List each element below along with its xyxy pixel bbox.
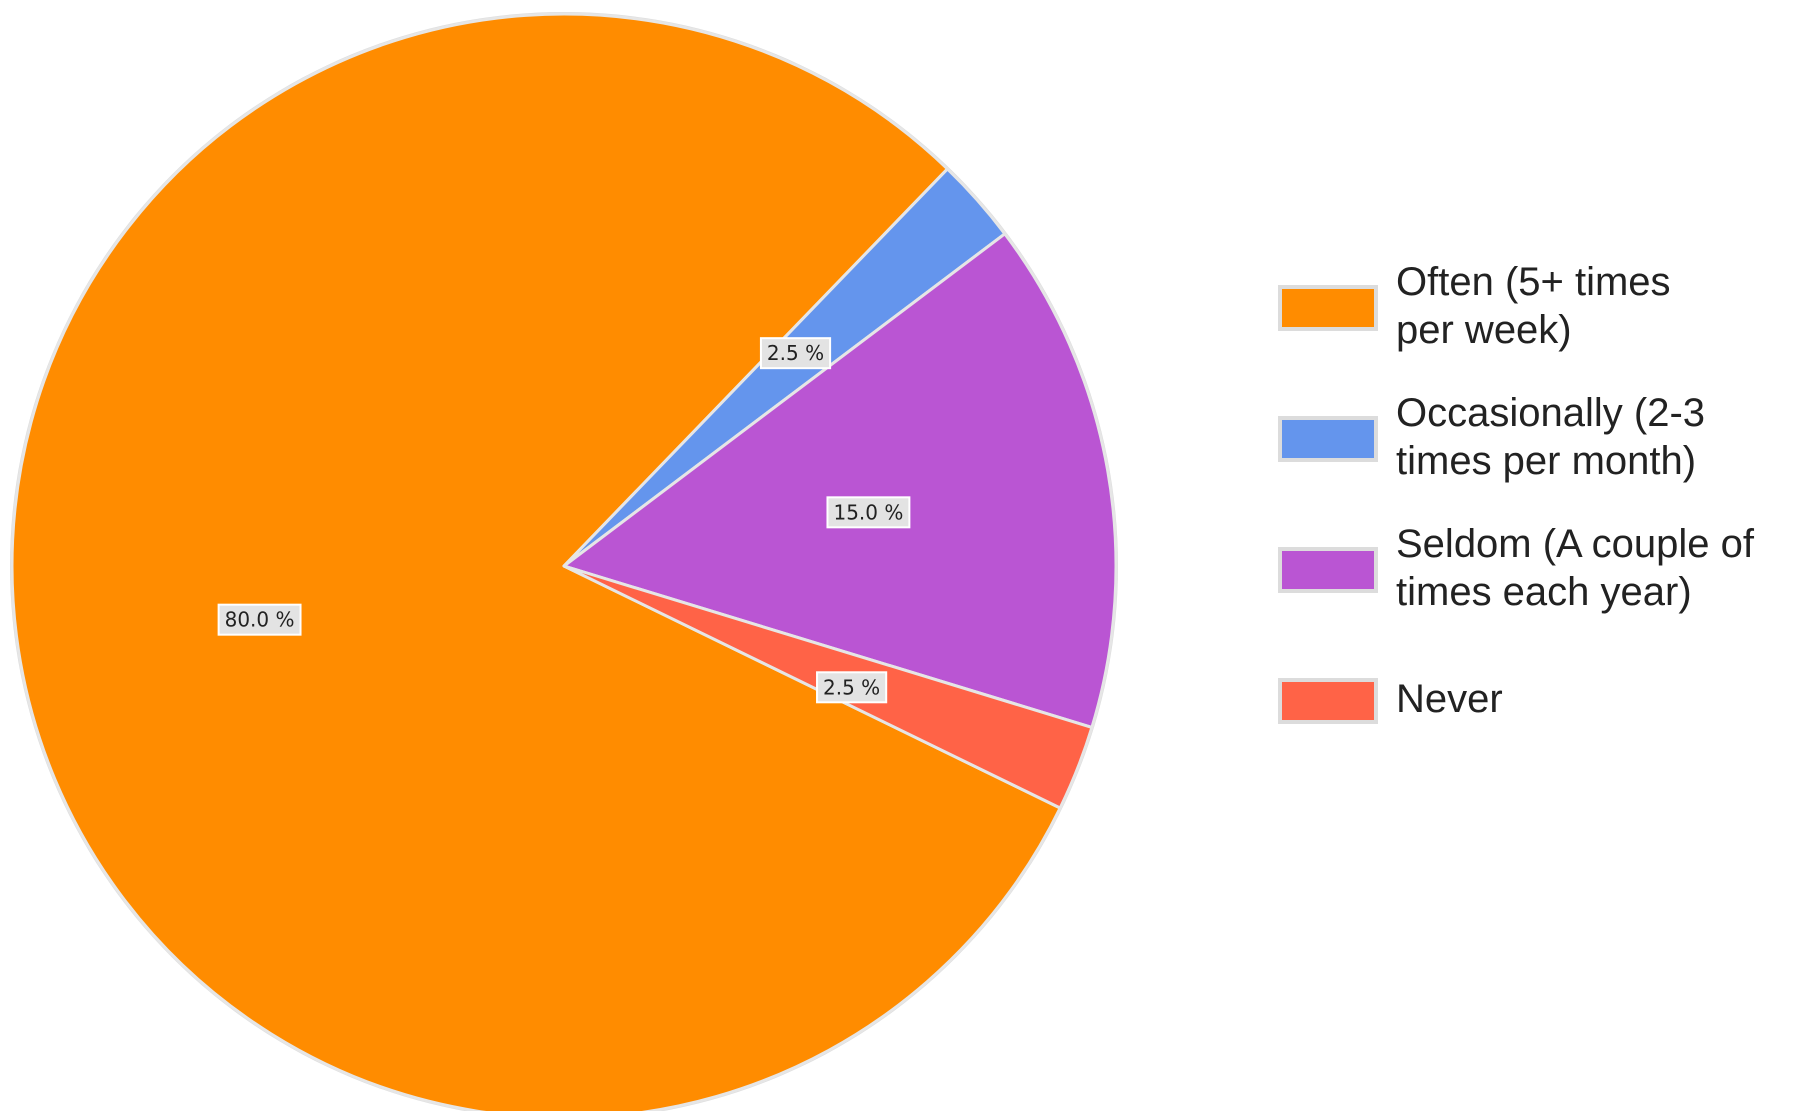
legend-label-line: per week) xyxy=(1396,308,1572,352)
legend-swatch xyxy=(1282,551,1374,589)
slice-label-background xyxy=(826,496,911,529)
slice-label-background xyxy=(759,337,832,370)
legend-label-line: Seldom (A couple of xyxy=(1396,522,1755,566)
pie-slice-seldom-a-couple-of-times-each-year xyxy=(562,232,1118,729)
slice-label-text: 15.0 % xyxy=(833,500,903,524)
legend-label-line: times each year) xyxy=(1396,570,1692,614)
slice-label-background xyxy=(816,671,888,704)
slice-label-often-5-times-per-week: 80.0 % xyxy=(217,603,302,636)
slice-label-never: 2.5 % xyxy=(816,671,888,704)
slice-label-text: 80.0 % xyxy=(225,608,295,632)
slice-label-seldom-a-couple-of-times-each-year: 15.0 % xyxy=(826,496,911,529)
slice-labels-layer: 80.0 % 2.5 % 15.0 % 2.5 % xyxy=(217,337,911,704)
slice-label-text: 2.5 % xyxy=(767,341,824,365)
legend-label-line: Often (5+ times xyxy=(1396,260,1671,304)
slice-label-text: 2.5 % xyxy=(823,675,880,699)
slice-label-occasionally-2-3-times-per-month: 2.5 % xyxy=(759,337,832,370)
slices-layer xyxy=(10,12,1118,1116)
slice-label-background xyxy=(217,603,302,636)
legend-swatch xyxy=(1282,682,1374,720)
legend-item-never: Never xyxy=(1278,677,1503,724)
legend-swatch xyxy=(1282,420,1374,458)
pie-slice-often-5-times-per-week xyxy=(10,12,1062,1116)
legend-label-line: times per month) xyxy=(1396,439,1696,483)
legend-label-line: Never xyxy=(1396,677,1503,721)
legend-swatch xyxy=(1282,289,1374,327)
legend-label-line: Occasionally (2-3 xyxy=(1396,391,1705,435)
